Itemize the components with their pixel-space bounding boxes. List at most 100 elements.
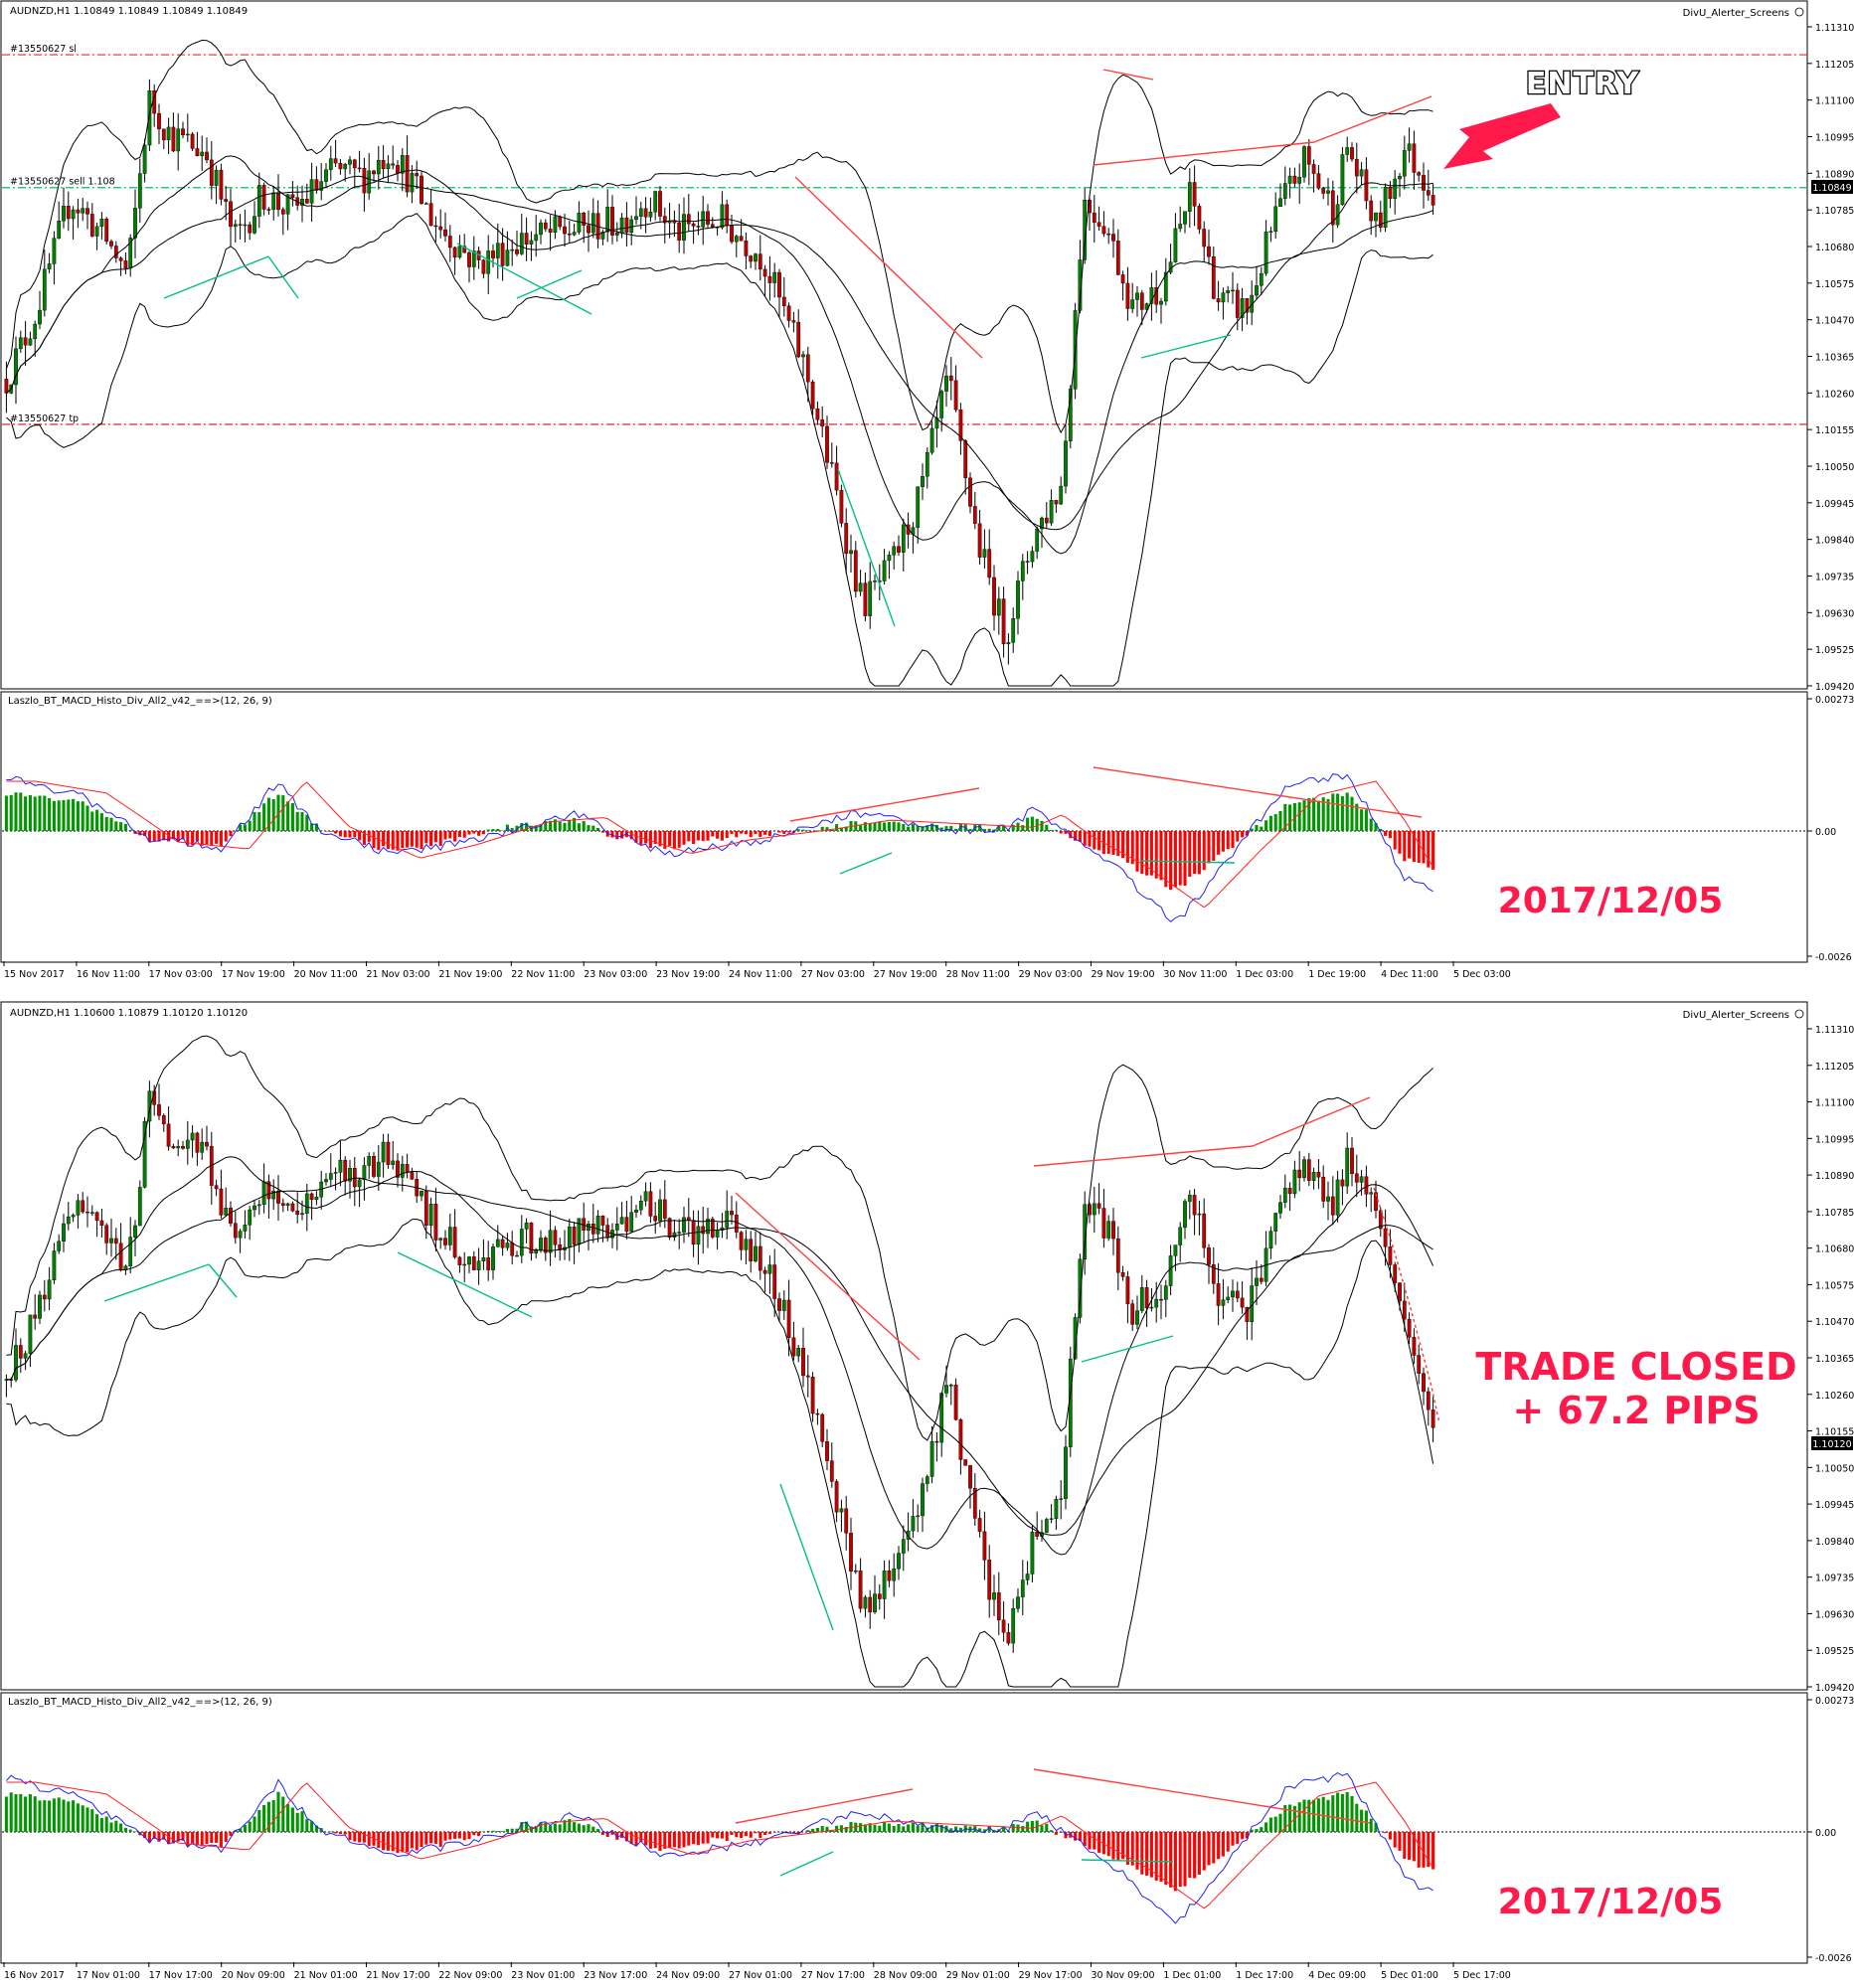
macd-histogram-bar [825, 827, 829, 831]
macd-panel-top[interactable]: Laszlo_BT_MACD_Histo_Div_All2_v42_==>(12… [0, 691, 1854, 963]
candle [858, 582, 863, 592]
candle [1273, 1213, 1278, 1232]
macd-histogram-bar [868, 1823, 872, 1832]
time-tick-label: 16 Nov 11:00 [77, 969, 140, 980]
macd-histogram-bar [1078, 831, 1082, 842]
price-panel-bottom[interactable]: AUDNZD,H1 1.10600 1.10879 1.10120 1.1012… [0, 1001, 1854, 1694]
macd-histogram-bar [1432, 1832, 1435, 1870]
candle [701, 1226, 706, 1235]
candle [1064, 1446, 1068, 1499]
candle [682, 1217, 686, 1233]
macd-histogram-bar [520, 1822, 524, 1832]
macd-histogram-bar [639, 1832, 643, 1842]
candle [1278, 198, 1282, 208]
candle [706, 211, 710, 225]
candle [844, 523, 849, 555]
divergence-line [735, 1192, 921, 1361]
macd-histogram-bar [443, 831, 447, 840]
candle [171, 126, 176, 152]
macd-histogram-bar [1432, 831, 1435, 870]
candle [1350, 147, 1354, 160]
macd-histogram-bar [1135, 831, 1139, 872]
macd-histogram-bar [1093, 831, 1096, 850]
macd-histogram-bar [830, 1830, 834, 1832]
macd-divergence-line [1140, 860, 1236, 864]
macd-histogram-bar [549, 1825, 553, 1832]
candle [853, 1570, 858, 1573]
time-tick-label: 30 Nov 09:00 [1092, 1970, 1155, 1981]
candle [1125, 282, 1130, 309]
candle [367, 1156, 372, 1166]
macd-histogram-bar [892, 821, 896, 831]
price-axis-top-tick-label: 1.10890 [1815, 169, 1854, 180]
candle [510, 248, 515, 251]
macd-histogram-bar [577, 823, 581, 831]
macd-histogram-bar [658, 1832, 662, 1852]
macd-histogram-bar [1345, 1791, 1349, 1832]
macd-histogram-bar [568, 819, 572, 831]
macd-histogram-bar [128, 1829, 132, 1832]
time-tick-label: 22 Nov 09:00 [438, 1970, 502, 1981]
pips-annotation: + 67.2 PIPS [1512, 1389, 1760, 1432]
candle [42, 1294, 47, 1300]
macd-histogram-bar [982, 829, 986, 831]
macd-histogram-bar [104, 816, 108, 831]
candle [1422, 1373, 1426, 1393]
candle [1163, 271, 1168, 302]
macd-panel-bottom[interactable]: Laszlo_BT_MACD_Histo_Div_All2_v42_==>(12… [0, 1692, 1854, 1964]
macd-histogram-bar [123, 823, 127, 831]
candle [338, 1159, 343, 1173]
trade-path-line [1373, 1187, 1440, 1424]
candle [558, 1244, 563, 1250]
macd-histogram-bar [954, 1826, 958, 1832]
candle [820, 1413, 825, 1442]
macd-histogram-bar [1016, 1824, 1020, 1832]
candle [324, 169, 328, 182]
macd-histogram-bar [4, 795, 8, 831]
candle [963, 1459, 968, 1466]
divergence-line [456, 243, 592, 315]
macd-histogram-bar [48, 797, 52, 831]
time-axis-bottom: 16 Nov 2017 17 Nov 01:00 17 Nov 17:00 20 No… [3, 1962, 1511, 1981]
price-axis-bottom-tick-label: 1.11205 [1815, 1062, 1854, 1073]
candle [433, 225, 438, 228]
macd-histogram-bar [563, 1820, 567, 1832]
candle [314, 1196, 319, 1201]
macd-histogram-bar [720, 831, 724, 841]
macd-histogram-bar [109, 817, 113, 831]
macd-histogram-bar [1326, 798, 1330, 831]
candle [925, 1476, 929, 1484]
time-tick-label: 21 Nov 01:00 [294, 1970, 358, 1981]
candle [805, 1375, 810, 1378]
macd-histogram-bar [467, 1832, 471, 1840]
macd-histogram-bar [1188, 831, 1192, 877]
candle [1154, 287, 1159, 305]
candle [1035, 528, 1040, 552]
macd-histogram-bar [396, 1832, 400, 1854]
macd-histogram-bar [1379, 828, 1383, 831]
candle [605, 207, 610, 233]
candle [762, 1269, 767, 1274]
candle [858, 1570, 863, 1609]
candle [1226, 1296, 1231, 1300]
macd-signal-line [6, 1781, 1434, 1909]
divergence-line [397, 1251, 533, 1318]
macd-histogram-bar [215, 831, 219, 844]
candle [295, 1210, 300, 1215]
macd-histogram-bar [433, 1832, 437, 1844]
candle [276, 192, 280, 210]
candle [1006, 1632, 1011, 1644]
candle [987, 549, 992, 579]
candle [280, 1203, 285, 1206]
price-axis-top-tick-label: 1.10365 [1815, 353, 1854, 364]
candle [529, 1222, 534, 1254]
candle [897, 1553, 901, 1570]
macd-histogram-bar [791, 1832, 795, 1834]
candle [1216, 298, 1221, 303]
candle [853, 550, 858, 592]
macd-histogram-bar [1412, 1832, 1416, 1862]
macd-histogram-bar [215, 1832, 219, 1843]
macd-histogram-bar [510, 828, 514, 831]
candle [590, 213, 595, 234]
price-panel-top[interactable]: AUDNZD,H1 1.10849 1.10849 1.10849 1.1084… [0, 0, 1854, 693]
